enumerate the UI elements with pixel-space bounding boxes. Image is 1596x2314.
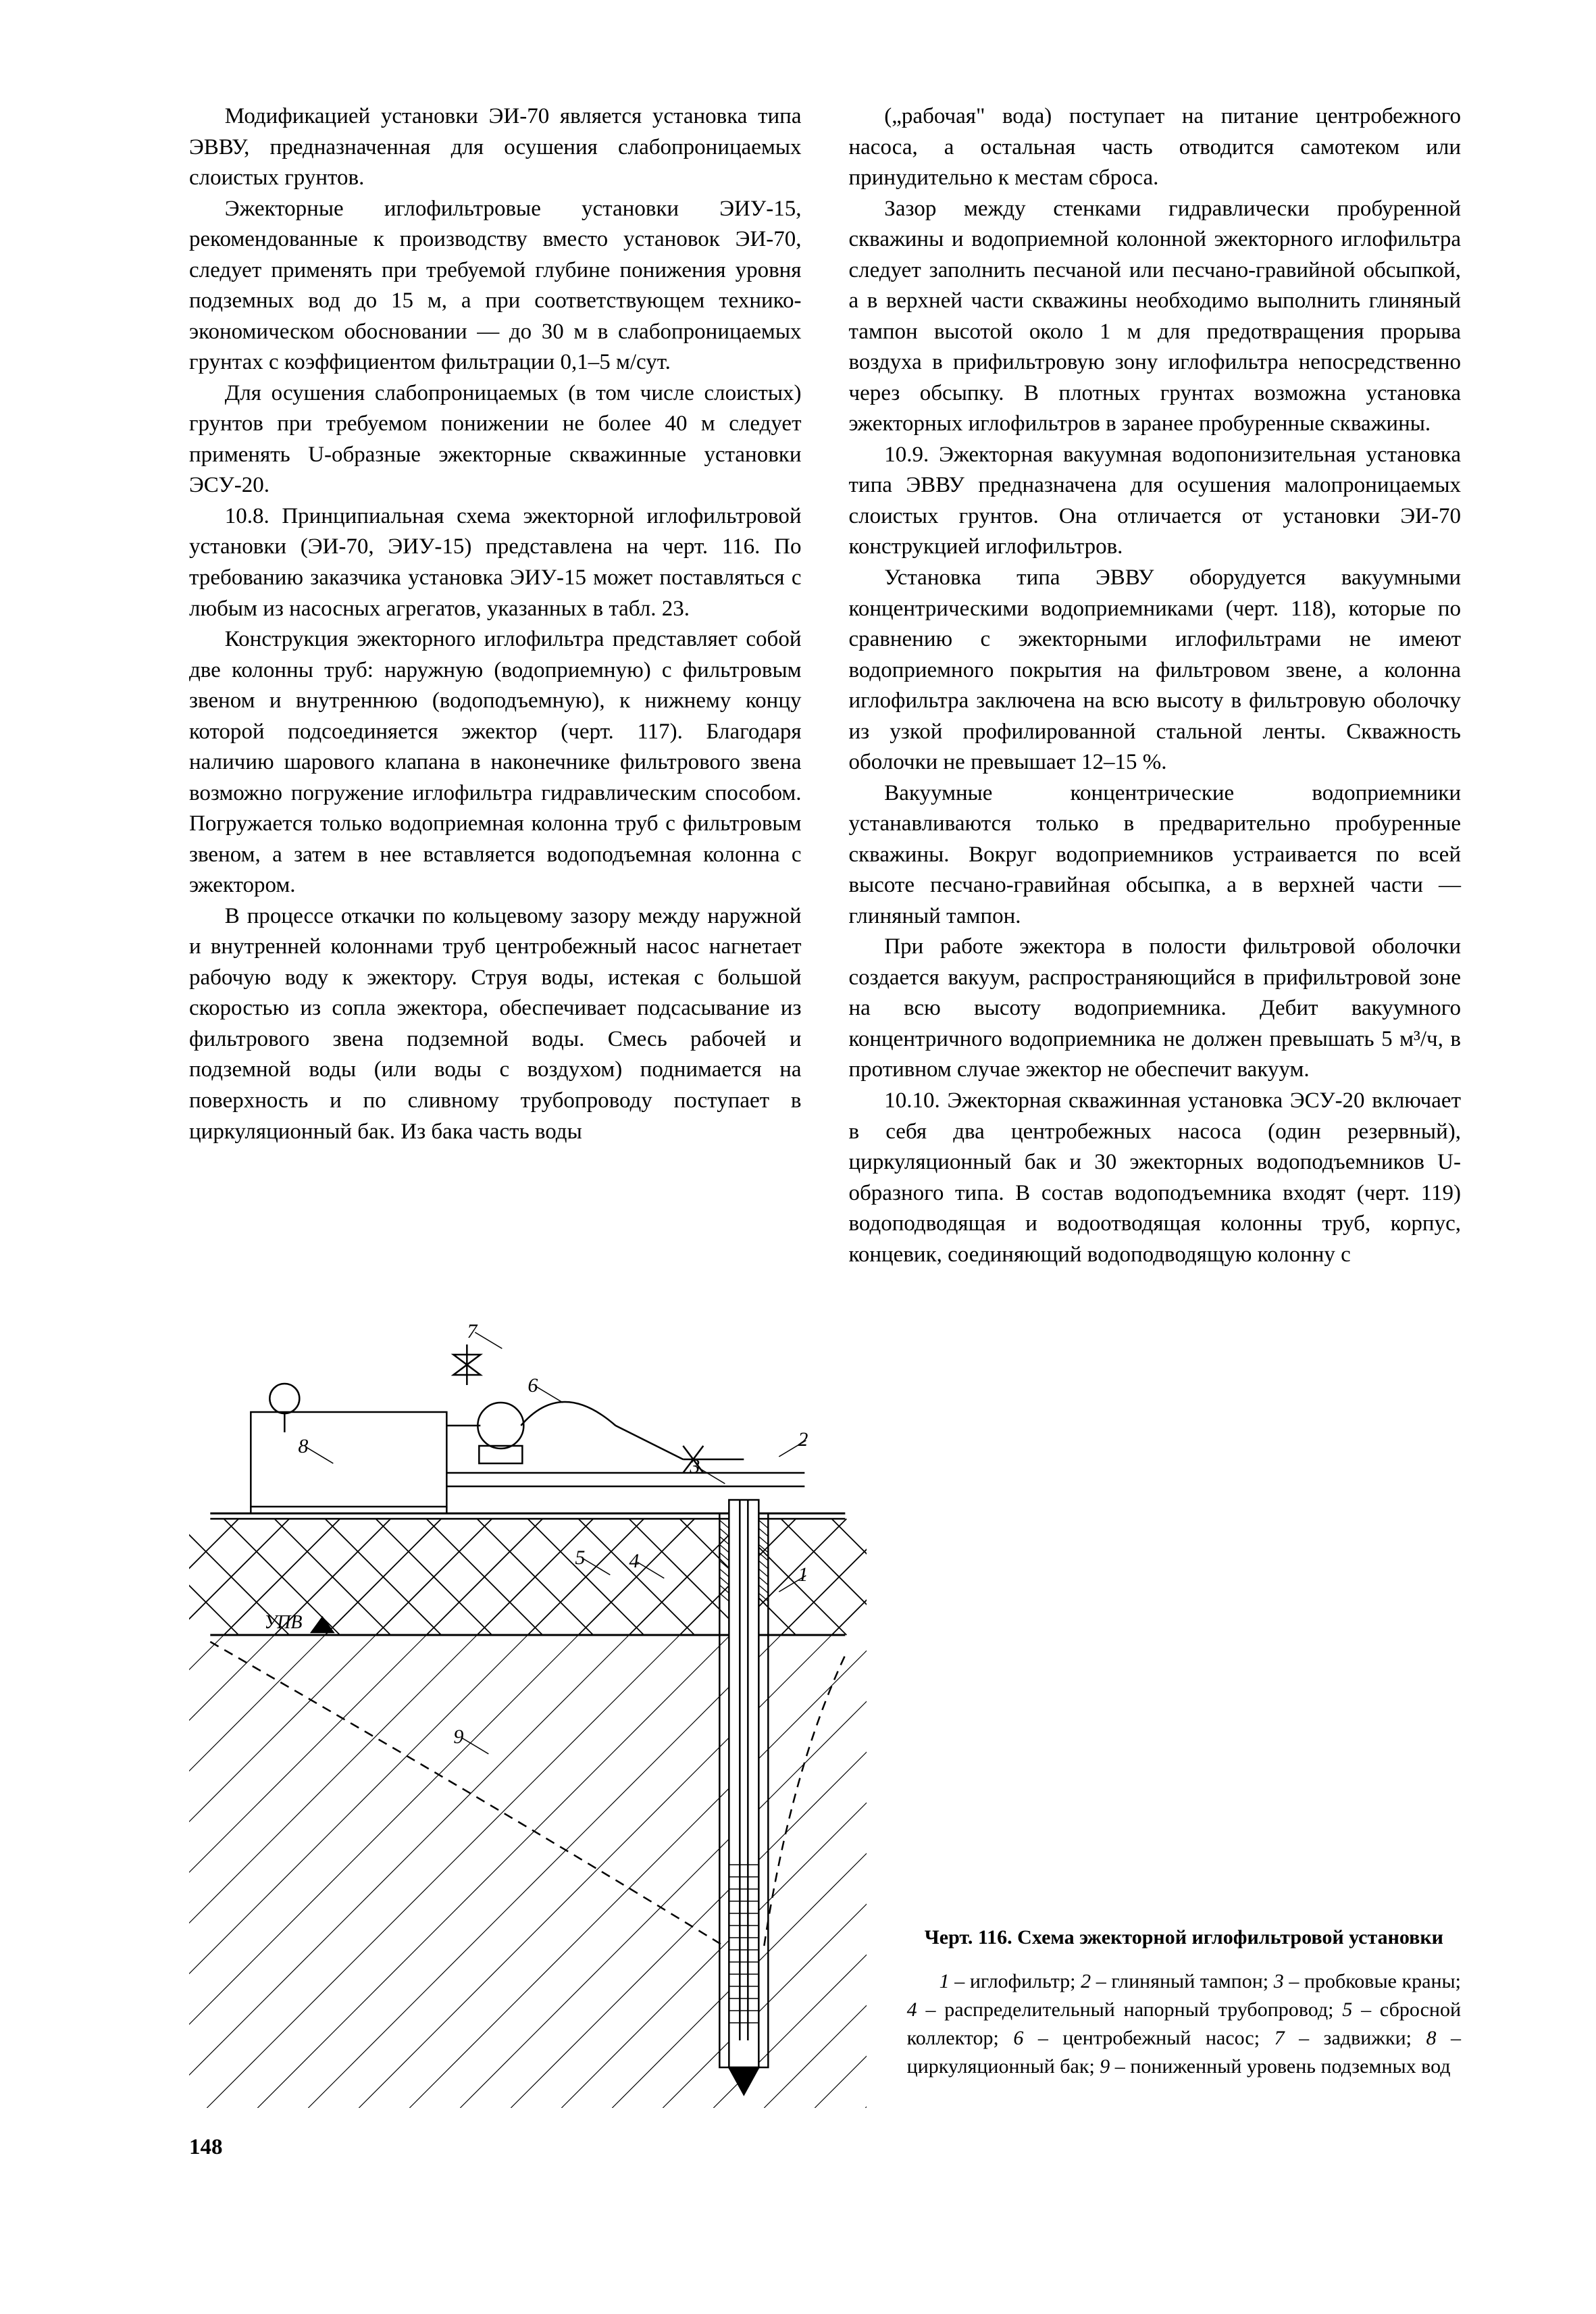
left-column: Модификацией установки ЭИ-70 является ус… [189, 101, 802, 1270]
svg-text:6: 6 [527, 1374, 538, 1397]
svg-text:1: 1 [798, 1563, 808, 1586]
svg-text:2: 2 [798, 1428, 808, 1451]
figure-legend: 1 – иглофильтр; 2 – глиняный тампон; 3 –… [907, 1967, 1461, 2081]
text-columns: Модификацией установки ЭИ-70 является ус… [189, 101, 1461, 1270]
schematic-svg-container: УПВ 7 6 8 3 2 5 4 1 9 [189, 1311, 867, 2108]
svg-text:9: 9 [453, 1726, 463, 1748]
svg-text:3: 3 [689, 1455, 700, 1478]
svg-text:8: 8 [298, 1435, 308, 1457]
figure-caption: Черт. 116. Схема эжекторной иглофильтров… [907, 1924, 1461, 2109]
page-number: 148 [189, 2135, 1461, 2160]
para: Эжекторные иглофильтровые установки ЭИУ-… [189, 194, 802, 378]
para: Установка типа ЭВВУ оборудуется вакуумны… [849, 563, 1462, 778]
svg-text:5: 5 [575, 1546, 585, 1569]
para: При работе эжектора в полости фильтровой… [849, 932, 1462, 1086]
para: В процессе откачки по кольцевому зазору … [189, 901, 802, 1147]
svg-text:7: 7 [467, 1320, 478, 1342]
right-column: („рабочая" вода) поступает на питание це… [849, 101, 1462, 1270]
para: Модификацией установки ЭИ-70 является ус… [189, 101, 802, 194]
para: Зазор между стенками гидравлически пробу… [849, 194, 1462, 440]
para: Конструкция эжекторного иглофильтра пред… [189, 624, 802, 901]
para: Для осушения слабопроницаемых (в том чис… [189, 378, 802, 501]
figure-diagram: УПВ 7 6 8 3 2 5 4 1 9 [189, 1311, 867, 2108]
figure-area: УПВ 7 6 8 3 2 5 4 1 9 Черт. 116. Схема эжекторной… [189, 1311, 1461, 2108]
para: 10.10. Эжекторная скважинная установка Э… [849, 1086, 1462, 1270]
para: Вакуумные концентрические водоприемники … [849, 778, 1462, 932]
para: 10.9. Эжекторная вакуумная водопонизител… [849, 440, 1462, 563]
page: Модификацией установки ЭИ-70 является ус… [189, 101, 1461, 2160]
svg-text:УПВ: УПВ [264, 1612, 302, 1633]
figure-title: Черт. 116. Схема эжекторной иглофильтров… [907, 1924, 1461, 1952]
svg-text:4: 4 [629, 1550, 639, 1572]
para: 10.8. Принципиальная схема эжекторной иг… [189, 501, 802, 624]
para: („рабочая" вода) поступает на питание це… [849, 101, 1462, 194]
